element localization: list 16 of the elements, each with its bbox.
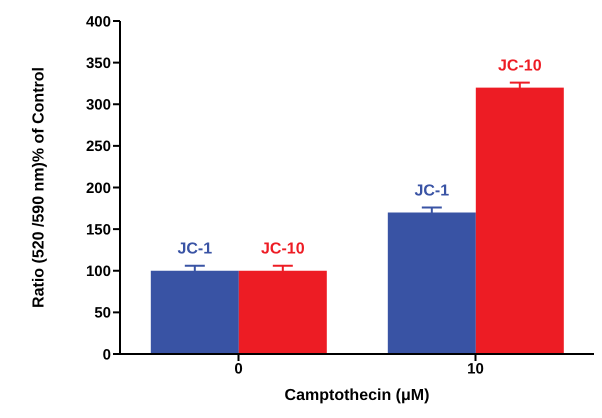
y-tick-label: 200 [86,180,111,197]
y-tick-label: 50 [94,304,111,322]
x-tick-label: 10 [467,360,484,378]
y-tick-label: 0 [102,346,111,364]
y-tick-label: 150 [86,221,111,238]
series-label: JC-1 [177,240,212,258]
y-tick-label: 350 [86,54,111,72]
text: JC-1 [414,182,450,200]
y-axis-title: Ratio (520 /590 nm)% of Control [30,67,48,308]
y-tick-label: 400 [86,13,111,30]
x-axis-title: Camptothecin (μM) [284,387,430,404]
y-tick-label: 100 [86,263,111,280]
text: JC-10 [261,240,305,258]
y-tick-label: 250 [86,138,111,156]
y-tick-label: 300 [86,96,111,114]
series-label: JC-10 [498,58,542,75]
